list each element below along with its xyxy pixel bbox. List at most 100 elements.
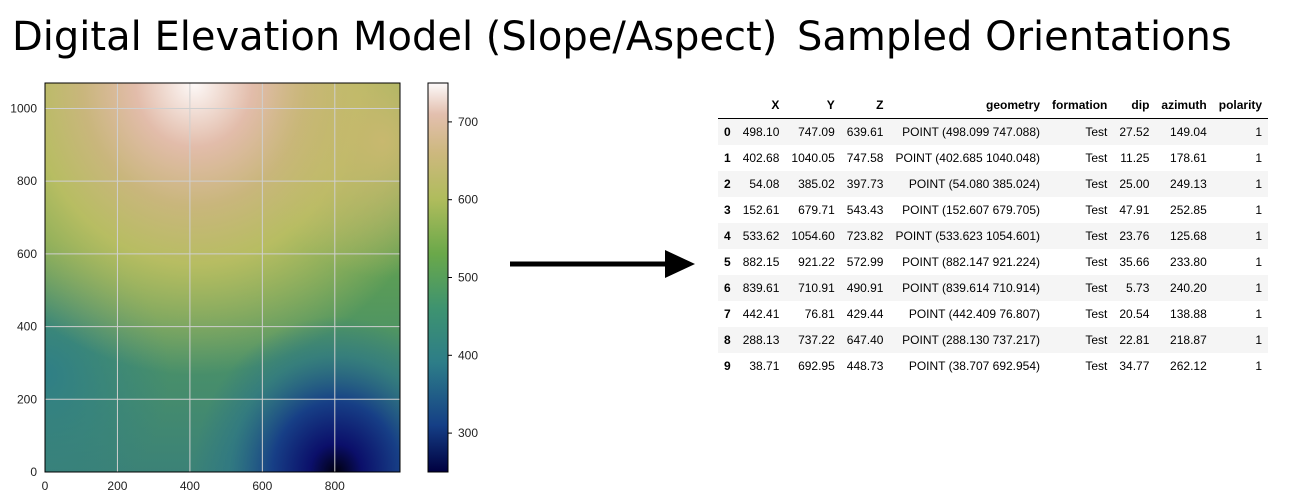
y-tick-label: 200 bbox=[17, 392, 37, 406]
table-cell: 723.82 bbox=[846, 229, 884, 243]
table-column-header: Y bbox=[785, 92, 841, 119]
table-cell: POINT (533.623 1054.601) bbox=[895, 229, 1041, 243]
x-axis: 0 200 400 600 800 bbox=[42, 479, 345, 493]
table-cell: 27.52 bbox=[1119, 125, 1150, 139]
table-column-header: geometry bbox=[889, 92, 1047, 119]
row-index: 5 bbox=[724, 255, 731, 269]
table-cell: 572.99 bbox=[846, 255, 884, 269]
table-row: 2 54.08 385.02 397.73 POINT (54.080 385.024)… bbox=[718, 171, 1269, 197]
table-cell: 533.62 bbox=[742, 229, 780, 243]
row-index: 1 bbox=[724, 151, 731, 165]
x-tick-label: 0 bbox=[42, 479, 49, 493]
colorbar-tick-label: 400 bbox=[458, 348, 478, 362]
table-cell: POINT (288.130 737.217) bbox=[902, 333, 1041, 347]
table-cell: POINT (839.614 710.914) bbox=[902, 281, 1041, 295]
table-cell: Test bbox=[1085, 229, 1108, 243]
colorbar-tick-label: 500 bbox=[458, 271, 478, 285]
table-column-header: Z bbox=[840, 92, 890, 119]
table-cell: 252.85 bbox=[1170, 203, 1207, 217]
table-cell: 1 bbox=[1255, 333, 1263, 347]
table-cell: 1 bbox=[1255, 125, 1263, 139]
chart-title-right: Sampled Orientations bbox=[797, 14, 1232, 60]
dem-chart: 0 200 400 600 800 0 200 400 600 800 1000 300 400 50… bbox=[10, 82, 695, 493]
table-cell: 76.81 bbox=[804, 307, 835, 321]
table-cell: POINT (442.409 76.807) bbox=[908, 307, 1041, 321]
table-cell: 429.44 bbox=[846, 307, 884, 321]
table-cell: 498.10 bbox=[742, 125, 780, 139]
y-axis: 0 200 400 600 800 1000 bbox=[10, 101, 37, 479]
table-cell: 23.76 bbox=[1119, 229, 1150, 243]
table-cell: 5.73 bbox=[1126, 281, 1150, 295]
table-cell: 747.58 bbox=[846, 151, 884, 165]
table-cell: 679.71 bbox=[798, 203, 835, 217]
table-cell: 38.71 bbox=[749, 359, 780, 373]
heatmap-surface bbox=[45, 83, 400, 472]
table-cell: 1040.05 bbox=[791, 151, 835, 165]
table-row: 9 38.71 692.95 448.73 POINT (38.707 692.954)… bbox=[718, 353, 1269, 379]
colorbar-tick-label: 600 bbox=[458, 193, 478, 207]
table-cell: POINT (498.099 747.088) bbox=[902, 125, 1041, 139]
table-cell: 1 bbox=[1255, 307, 1263, 321]
table-column-header: dip bbox=[1113, 92, 1156, 119]
y-tick-label: 600 bbox=[17, 247, 37, 261]
x-tick-label: 200 bbox=[107, 479, 127, 493]
colorbar-tick-label: 700 bbox=[458, 115, 478, 129]
table-cell: 639.61 bbox=[846, 125, 884, 139]
table-cell: 22.81 bbox=[1119, 333, 1150, 347]
table-column-header: azimuth bbox=[1155, 92, 1213, 119]
table-cell: 20.54 bbox=[1119, 307, 1150, 321]
table-cell: 1 bbox=[1255, 281, 1263, 295]
x-tick-label: 600 bbox=[252, 479, 272, 493]
table-cell: POINT (152.607 679.705) bbox=[902, 203, 1041, 217]
y-tick-label: 0 bbox=[30, 465, 37, 479]
table-cell: 1 bbox=[1255, 229, 1263, 243]
table-column-header: X bbox=[736, 92, 786, 119]
table-cell: 178.61 bbox=[1170, 151, 1207, 165]
row-index: 3 bbox=[724, 203, 731, 217]
table-cell: 288.13 bbox=[742, 333, 780, 347]
table-cell: 397.73 bbox=[846, 177, 884, 191]
table-cell: 1 bbox=[1255, 359, 1263, 373]
table-cell: 240.20 bbox=[1170, 281, 1207, 295]
table-cell: 125.68 bbox=[1170, 229, 1207, 243]
table-cell: 35.66 bbox=[1119, 255, 1150, 269]
table-cell: 249.13 bbox=[1170, 177, 1207, 191]
table-cell: 882.15 bbox=[742, 255, 780, 269]
row-index: 4 bbox=[724, 229, 731, 243]
table-cell: 647.40 bbox=[846, 333, 884, 347]
table-body: 0 498.10 747.09 639.61 POINT (498.099 747.08… bbox=[718, 118, 1269, 379]
table-cell: 54.08 bbox=[749, 177, 780, 191]
table-cell: 442.41 bbox=[742, 307, 780, 321]
row-index: 9 bbox=[724, 359, 731, 373]
table-cell: Test bbox=[1085, 151, 1108, 165]
table-cell: 747.09 bbox=[798, 125, 835, 139]
table-cell: Test bbox=[1085, 177, 1108, 191]
table-cell: POINT (38.707 692.954) bbox=[908, 359, 1041, 373]
chart-title-left: Digital Elevation Model (Slope/Aspect) bbox=[12, 14, 778, 60]
y-tick-label: 400 bbox=[17, 320, 37, 334]
table-cell: 1 bbox=[1255, 255, 1263, 269]
table-column-header: polarity bbox=[1212, 92, 1269, 119]
plot-frame bbox=[44, 82, 401, 473]
table-cell: POINT (54.080 385.024) bbox=[908, 177, 1041, 191]
table-cell: 218.87 bbox=[1170, 333, 1207, 347]
table-row: 4 533.62 1054.60 723.82 POINT (533.623 1054.… bbox=[718, 223, 1269, 249]
arrow-icon bbox=[510, 250, 695, 278]
table-cell: 47.91 bbox=[1119, 203, 1150, 217]
table-cell: 34.77 bbox=[1119, 359, 1150, 373]
grid-lines bbox=[45, 83, 400, 472]
table-cell: 543.43 bbox=[846, 203, 884, 217]
table-cell: 25.00 bbox=[1119, 177, 1150, 191]
table-row: 7 442.41 76.81 429.44 POINT (442.409 76.807)… bbox=[718, 301, 1269, 327]
row-index: 6 bbox=[724, 281, 731, 295]
table-cell: 233.80 bbox=[1170, 255, 1207, 269]
table-cell: 921.22 bbox=[798, 255, 835, 269]
x-tick-label: 800 bbox=[325, 479, 345, 493]
table-row: 3 152.61 679.71 543.43 POINT (152.607 679.70… bbox=[718, 197, 1269, 223]
colorbar-axis: 300 400 500 600 700 bbox=[448, 115, 478, 440]
table-cell: 152.61 bbox=[742, 203, 780, 217]
table-cell: Test bbox=[1085, 203, 1108, 217]
colorbar bbox=[427, 82, 449, 473]
